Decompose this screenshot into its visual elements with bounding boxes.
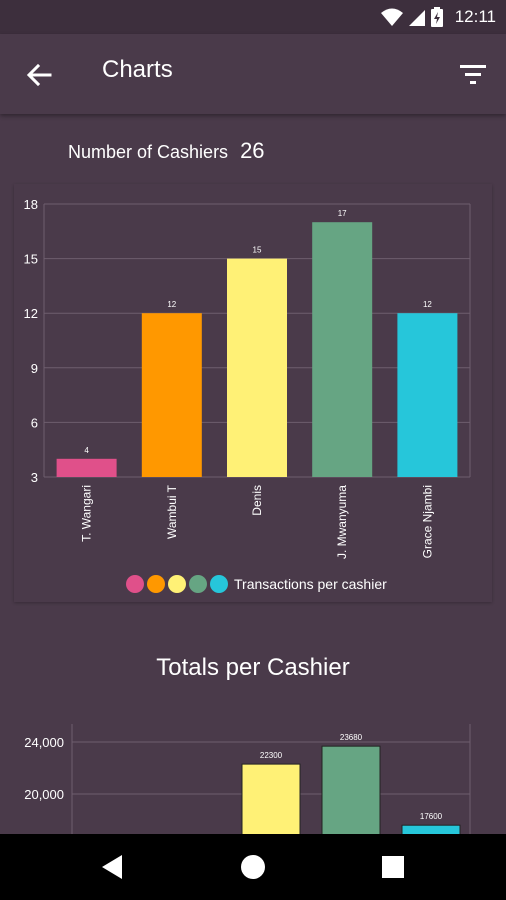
bar — [141, 313, 202, 477]
bar-value-label: 22300 — [260, 751, 283, 760]
bar — [56, 458, 117, 477]
transactions-chart-card: 3 6 9 12 15 18 4 T. Wangari 12 Wambui T 15 Denis 17 J… — [14, 184, 492, 602]
bar-value-label: 12 — [167, 300, 176, 309]
bar-value-label: 17 — [338, 209, 347, 218]
nav-home-icon[interactable] — [236, 850, 270, 884]
x-tick-label: Denis — [250, 485, 264, 516]
totals-bar-chart: 20,000 24,000 22300 23680 17600 — [24, 724, 471, 834]
bar-value-label: 4 — [84, 446, 89, 455]
y-tick-label: 15 — [24, 252, 38, 267]
y-tick-label: 3 — [31, 470, 38, 485]
x-tick-label: Wambui T — [165, 484, 179, 539]
y-tick-label: 18 — [24, 197, 38, 212]
bar — [241, 763, 301, 834]
app-bar: Charts — [0, 34, 506, 114]
legend-swatch — [189, 575, 207, 593]
bar-value-label: 17600 — [420, 812, 443, 821]
cashier-count: Number of Cashiers 26 — [68, 138, 265, 164]
status-bar: 12:11 — [0, 0, 506, 34]
bar — [227, 258, 287, 477]
y-tick-label: 12 — [24, 306, 38, 321]
x-tick-label: Grace Njambi — [420, 485, 434, 558]
y-tick-label: 24,000 — [24, 735, 64, 750]
legend-swatch — [147, 575, 165, 593]
bar — [397, 313, 458, 477]
battery-charging-icon — [430, 7, 443, 27]
y-tick-label: 9 — [31, 361, 38, 376]
legend-label: Transactions per cashier — [234, 576, 387, 592]
content: Number of Cashiers 26 3 6 9 12 15 18 4 T. Wanga… — [0, 114, 506, 834]
bar — [312, 222, 373, 477]
totals-chart-card: 20,000 24,000 22300 23680 17600 — [14, 714, 492, 834]
wifi-icon — [380, 8, 403, 26]
y-tick-label: 20,000 — [24, 787, 64, 802]
legend-swatch — [126, 575, 144, 593]
bar-value-label: 12 — [423, 300, 432, 309]
legend-swatch — [168, 575, 186, 593]
x-tick-label: J. Mwanyuma — [335, 485, 349, 559]
bar-value-label: 23680 — [340, 733, 363, 742]
cashier-count-label: Number of Cashiers — [68, 142, 229, 162]
nav-recents-icon[interactable] — [376, 850, 410, 884]
back-arrow-icon[interactable] — [22, 58, 56, 92]
transactions-bar-chart: 3 6 9 12 15 18 4 T. Wangari 12 Wambui T 15 Denis 17 J… — [24, 197, 471, 593]
cell-signal-icon — [408, 10, 425, 26]
legend-swatch — [210, 575, 228, 593]
status-time: 12:11 — [454, 7, 496, 26]
bar — [401, 824, 461, 834]
bar-value-label: 15 — [253, 246, 262, 255]
page-title: Charts — [102, 56, 173, 83]
totals-title: Totals per Cashier — [156, 654, 350, 681]
nav-back-icon[interactable] — [96, 850, 130, 884]
navigation-bar — [0, 834, 506, 900]
filter-icon[interactable] — [456, 58, 490, 92]
bar — [321, 745, 381, 834]
x-tick-label: T. Wangari — [80, 485, 94, 542]
cashier-count-value: 26 — [240, 138, 265, 163]
y-tick-label: 6 — [31, 415, 38, 430]
